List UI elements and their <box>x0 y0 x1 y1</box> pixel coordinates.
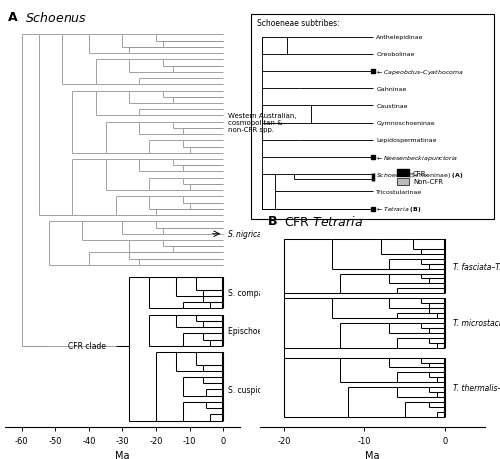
Text: ← $\it{Neesenbeckia punctoria}$: ← $\it{Neesenbeckia punctoria}$ <box>376 153 458 162</box>
Text: $\it{S. nigricans}$: $\it{S. nigricans}$ <box>226 228 272 241</box>
Text: Gahninae: Gahninae <box>376 87 406 92</box>
Text: ← $\it{Tetraria}$ $\bf{(B)}$: ← $\it{Tetraria}$ $\bf{(B)}$ <box>376 205 422 214</box>
Text: B: B <box>268 215 278 228</box>
Text: Schoeneae subtribes:: Schoeneae subtribes: <box>258 18 340 28</box>
Text: Tricostularinae: Tricostularinae <box>376 190 422 195</box>
Text: T. fasciata–T. flexuosa group: T. fasciata–T. flexuosa group <box>453 262 500 271</box>
Text: $\it{Schoenus}$: $\it{Schoenus}$ <box>25 11 88 24</box>
Text: Gymnoschoeninae: Gymnoschoeninae <box>376 121 435 126</box>
Text: Caustinae: Caustinae <box>376 104 408 109</box>
Text: Anthelepidinae: Anthelepidinae <box>376 35 424 40</box>
Text: CFR clade: CFR clade <box>68 341 106 351</box>
X-axis label: Ma: Ma <box>365 450 380 459</box>
Text: Western Australian,
cosmopolitan &
non-CFR spp.: Western Australian, cosmopolitan & non-C… <box>228 112 297 132</box>
Text: ← $\it{Capeobolus}$–$\it{Cyathocoma}$: ← $\it{Capeobolus}$–$\it{Cyathocoma}$ <box>376 67 464 76</box>
Bar <box>397 169 409 177</box>
Text: T. thermalis–T. bromoides group: T. thermalis–T. bromoides group <box>453 383 500 392</box>
Text: Lepidospermatinae: Lepidospermatinae <box>376 138 436 143</box>
Text: $\it{Schoenus}$ (Schoeninae) $\bf{(A)}$: $\it{Schoenus}$ (Schoeninae) $\bf{(A)}$ <box>376 170 464 179</box>
Text: S. cuspidatus group: S. cuspidatus group <box>228 385 304 394</box>
Text: Epischoenus group: Epischoenus group <box>228 326 301 335</box>
Text: CFR $\it{Tetraria}$: CFR $\it{Tetraria}$ <box>284 215 363 229</box>
Text: Non-CFR: Non-CFR <box>413 179 443 185</box>
Text: A: A <box>8 11 18 23</box>
Text: T. microstachys–T. burmannii group: T. microstachys–T. burmannii group <box>453 319 500 328</box>
Bar <box>397 178 409 185</box>
Text: S. compar–S. pictus group: S. compar–S. pictus group <box>228 289 328 298</box>
X-axis label: Ma: Ma <box>115 450 130 459</box>
Text: CFR: CFR <box>413 170 426 176</box>
Text: Oreobolinae: Oreobolinae <box>376 52 414 57</box>
